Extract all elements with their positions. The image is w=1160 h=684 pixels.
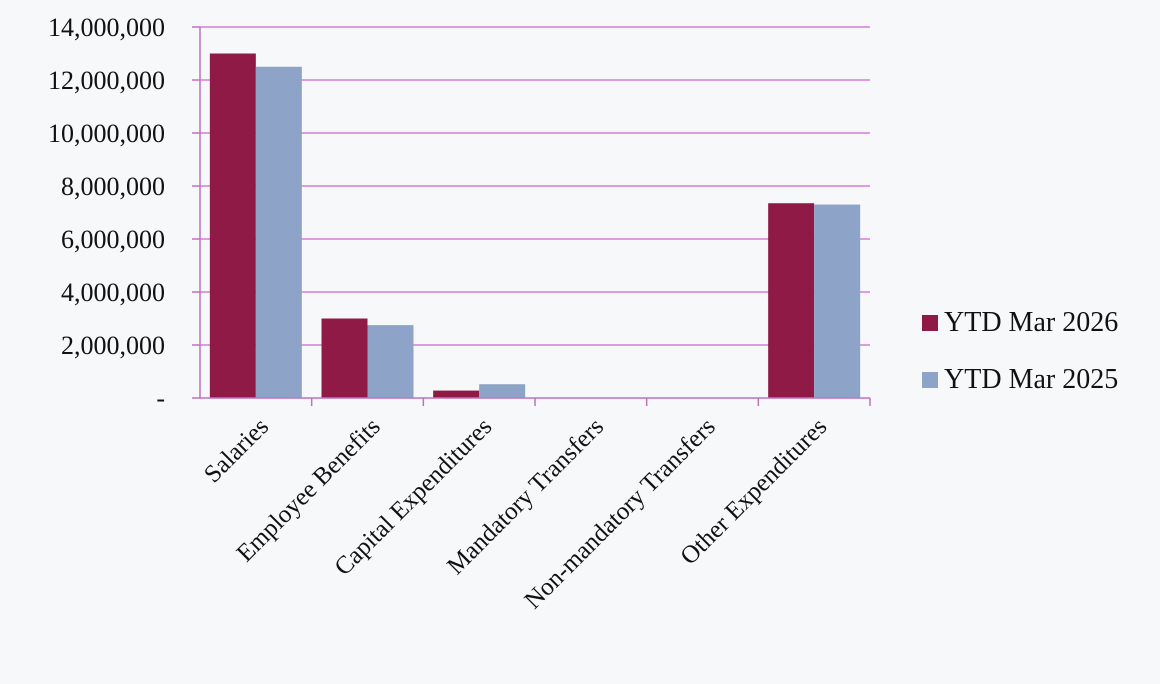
x-category-label: Non-mandatory Transfers xyxy=(519,413,720,614)
bar-ytd-mar-2026 xyxy=(433,390,480,398)
y-tick-label: 12,000,000 xyxy=(48,66,165,95)
bar-ytd-mar-2026 xyxy=(321,318,368,398)
legend-swatch xyxy=(922,315,938,331)
x-category-label: Salaries xyxy=(199,413,274,488)
bar-ytd-mar-2026 xyxy=(209,53,256,398)
axes xyxy=(192,26,871,406)
legend-swatch xyxy=(922,372,938,388)
y-tick-label: 8,000,000 xyxy=(61,172,165,201)
gridlines xyxy=(200,26,870,346)
bar-ytd-mar-2025 xyxy=(255,66,302,398)
y-tick-label: 6,000,000 xyxy=(61,225,165,254)
y-tick-label: 14,000,000 xyxy=(48,13,165,42)
bar-ytd-mar-2025 xyxy=(479,384,526,398)
legend-label: YTD Mar 2025 xyxy=(944,364,1118,395)
y-tick-label: 4,000,000 xyxy=(61,278,165,307)
bar-ytd-mar-2026 xyxy=(768,203,815,398)
y-tick-label: 2,000,000 xyxy=(61,331,165,360)
legend: YTD Mar 2026 YTD Mar 2025 xyxy=(922,307,1118,395)
bars xyxy=(209,53,861,398)
y-tick-label: - xyxy=(156,384,165,413)
bar-ytd-mar-2025 xyxy=(814,204,861,398)
legend-label: YTD Mar 2026 xyxy=(944,307,1118,338)
bar-ytd-mar-2025 xyxy=(367,325,414,398)
y-axis-tick-labels: 14,000,000 12,000,000 10,000,000 8,000,000 6… xyxy=(48,13,165,413)
y-tick-label: 10,000,000 xyxy=(48,119,165,148)
